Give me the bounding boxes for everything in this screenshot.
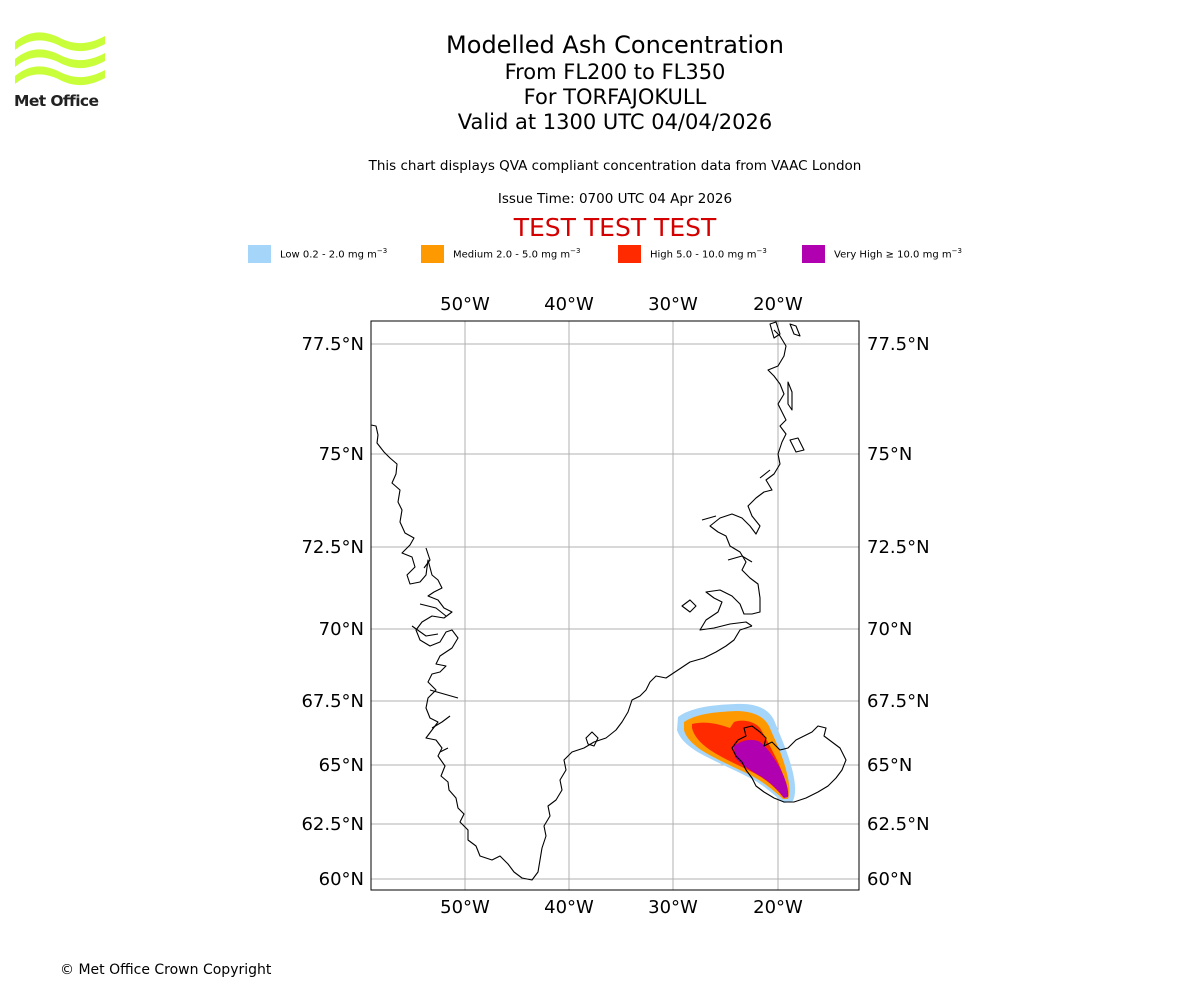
issue-time: Issue Time: 0700 UTC 04 Apr 2026 <box>497 191 733 207</box>
lat-tick-left: 75°N <box>319 444 364 465</box>
greenland-island-3 <box>787 381 793 411</box>
legend-label-high: High 5.0 - 10.0 mg m−3 <box>650 247 767 261</box>
test-banner: TEST TEST TEST <box>513 213 717 242</box>
map-tick-labels: 50°W 40°W 30°W 20°W 50°W 40°W 30°W 20°W … <box>301 294 929 918</box>
lat-tick-right: 72.5°N <box>867 537 930 558</box>
legend-label-medium: Medium 2.0 - 5.0 mg m−3 <box>453 247 581 261</box>
lon-tick-top: 20°W <box>753 294 803 315</box>
lat-tick-left: 60°N <box>319 869 364 890</box>
legend: Low 0.2 - 2.0 mg m−3 Medium 2.0 - 5.0 mg… <box>0 244 1200 264</box>
lat-tick-left: 65°N <box>319 755 364 776</box>
map-gridlines <box>371 321 859 890</box>
legend-swatch-low <box>248 245 271 263</box>
lat-tick-right: 75°N <box>867 444 912 465</box>
lat-tick-left: 70°N <box>319 619 364 640</box>
legend-swatch-high <box>618 245 641 263</box>
legend-item-low: Low 0.2 - 2.0 mg m−3 <box>248 244 387 264</box>
ash-very-high-region <box>734 739 789 798</box>
logo-text: Met Office <box>14 92 99 110</box>
greenland-island-2 <box>681 599 697 613</box>
greenland-east-coast <box>699 329 787 631</box>
lon-tick-bottom: 30°W <box>648 897 698 918</box>
legend-swatch-medium <box>421 245 444 263</box>
greenland-fjord-9 <box>759 469 771 479</box>
page-title: Modelled Ash Concentration <box>446 31 784 59</box>
lat-tick-left: 72.5°N <box>301 537 364 558</box>
greenland-fjord-8 <box>727 555 753 563</box>
greenland-fjord-6 <box>439 747 449 753</box>
greenland-fjord-5 <box>431 715 451 729</box>
lat-tick-right: 65°N <box>867 755 912 776</box>
greenland-fjord-7 <box>701 515 717 521</box>
greenland-island-5 <box>769 321 781 339</box>
map-background <box>371 321 859 890</box>
legend-label-very-high: Very High ≥ 10.0 mg m−3 <box>834 247 962 261</box>
lat-tick-right: 70°N <box>867 619 912 640</box>
lon-tick-top: 30°W <box>648 294 698 315</box>
logo-waves-icon <box>15 32 105 86</box>
disclaimer-text: This chart displays QVA compliant concen… <box>368 158 862 174</box>
chart-title-block: Modelled Ash Concentration From FL200 to… <box>315 30 915 135</box>
greenland-fjord-2 <box>419 603 447 617</box>
greenland-island-4 <box>789 437 805 453</box>
lat-tick-right: 77.5°N <box>867 334 930 355</box>
greenland-island-6 <box>789 323 801 337</box>
legend-label-low: Low 0.2 - 2.0 mg m−3 <box>280 247 388 261</box>
lat-tick-right: 62.5°N <box>867 814 930 835</box>
lon-tick-top: 50°W <box>440 294 490 315</box>
map-frame <box>370 320 860 891</box>
legend-item-very-high: Very High ≥ 10.0 mg m−3 <box>802 244 962 264</box>
iceland-coast <box>731 725 847 803</box>
lat-tick-right: 67.5°N <box>867 691 930 712</box>
greenland-fjord-3 <box>411 625 439 637</box>
legend-swatch-very-high <box>802 245 825 263</box>
valid-time: Valid at 1300 UTC 04/04/2026 <box>457 110 773 134</box>
flight-level-range: From FL200 to FL350 <box>504 60 726 84</box>
lon-tick-top: 40°W <box>544 294 594 315</box>
lat-tick-right: 60°N <box>867 869 912 890</box>
greenland-west-coast <box>371 424 753 881</box>
lat-tick-left: 62.5°N <box>301 814 364 835</box>
greenland-island-1 <box>585 731 599 747</box>
lat-tick-left: 77.5°N <box>301 334 364 355</box>
lon-tick-bottom: 40°W <box>544 897 594 918</box>
volcano-name: For TORFAJOKULL <box>523 85 707 109</box>
ash-plume <box>677 703 796 803</box>
met-office-logo: Met Office <box>14 30 106 112</box>
copyright-notice: © Met Office Crown Copyright <box>60 962 272 978</box>
lat-tick-left: 67.5°N <box>301 691 364 712</box>
lon-tick-bottom: 50°W <box>440 897 490 918</box>
lon-tick-bottom: 20°W <box>753 897 803 918</box>
legend-item-medium: Medium 2.0 - 5.0 mg m−3 <box>421 244 580 264</box>
legend-item-high: High 5.0 - 10.0 mg m−3 <box>618 244 767 264</box>
greenland-fjord-1 <box>423 547 431 569</box>
greenland-fjord-4 <box>429 689 459 699</box>
